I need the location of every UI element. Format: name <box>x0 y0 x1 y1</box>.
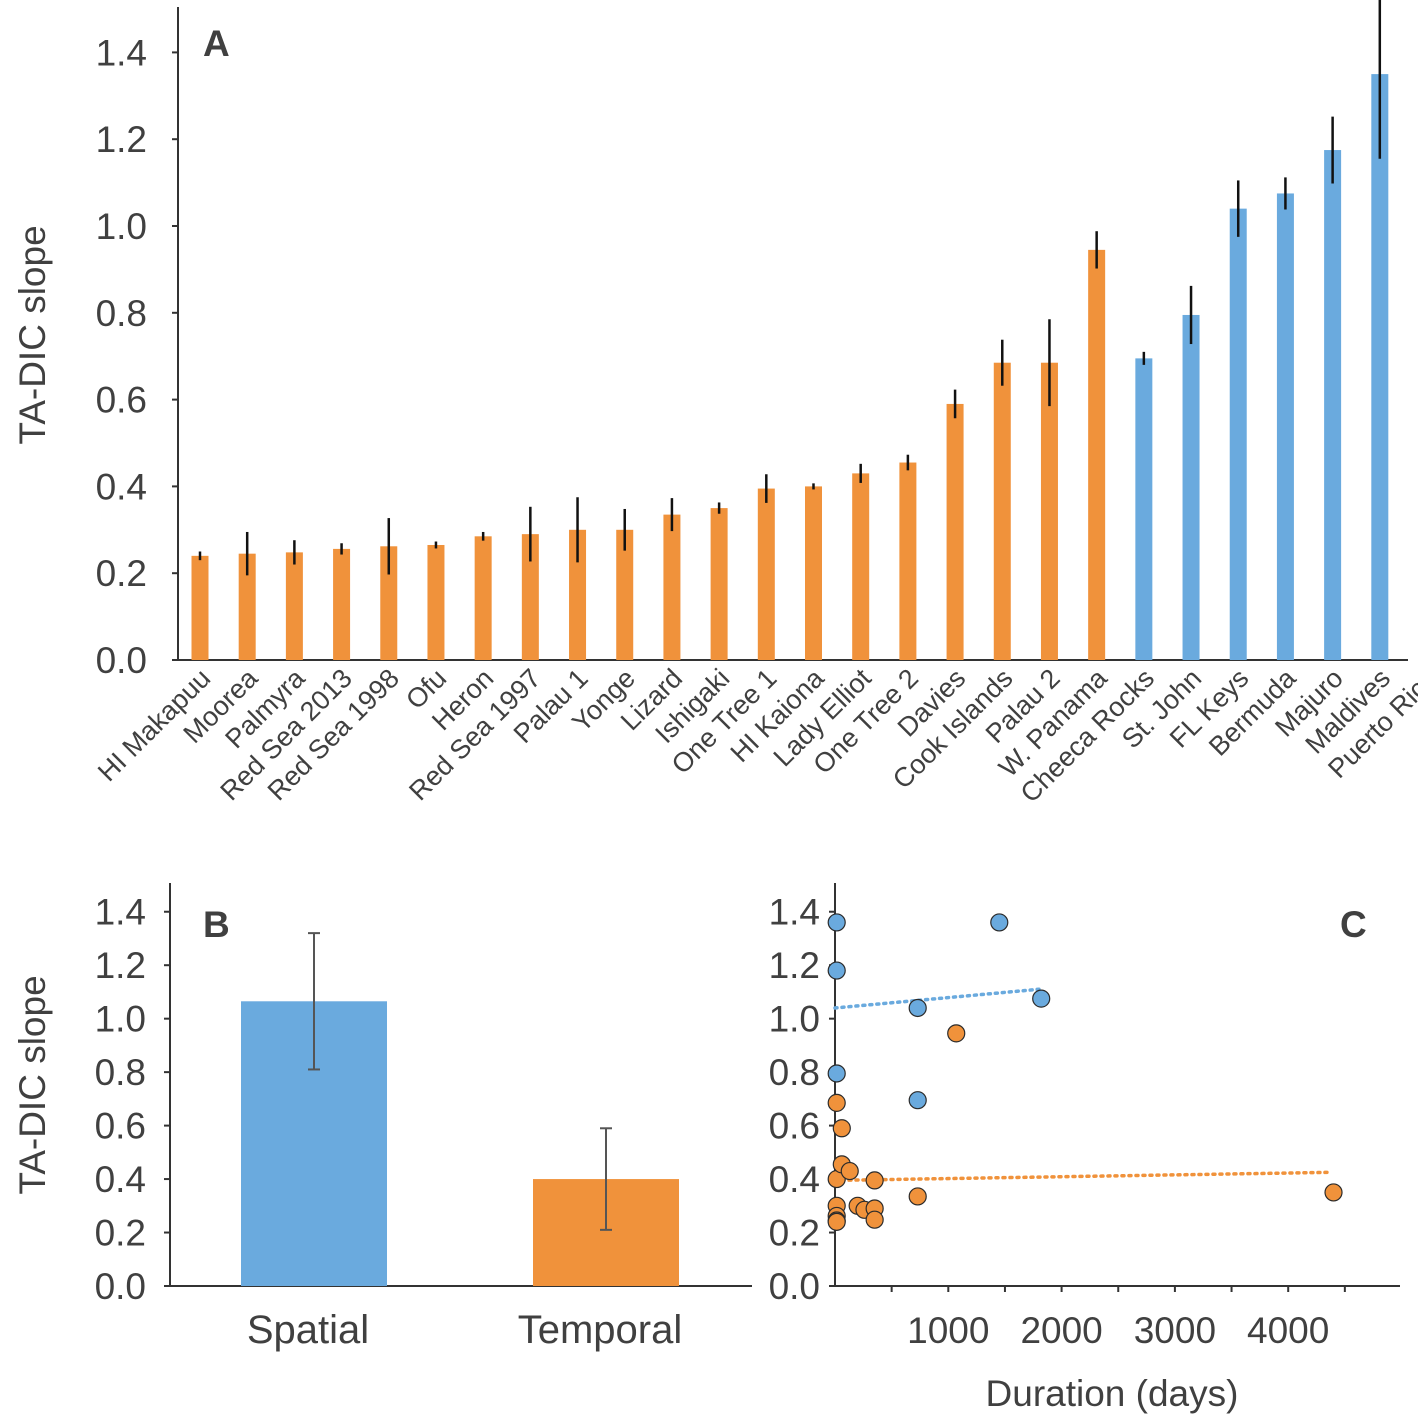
panel-a-bar <box>569 529 587 660</box>
panel-c-point <box>908 998 927 1018</box>
panel-c-point <box>827 1064 846 1083</box>
panel-c-point <box>1324 1183 1343 1202</box>
panel-a-bar <box>191 555 209 660</box>
panel-c-point <box>865 1210 884 1229</box>
panel-c-point <box>827 961 846 980</box>
panel-c-x-tick-label: 1000 <box>907 1310 989 1351</box>
panel-c-x-tick-label: 2000 <box>1020 1310 1102 1351</box>
panel-a-y-tick-label: 1.2 <box>96 119 147 160</box>
panel-a-bar <box>333 548 351 660</box>
panel-b-label: B <box>203 904 230 945</box>
panel-c-y-tick-label: 0.6 <box>769 1106 820 1147</box>
panel-b-y-tick-label: 1.0 <box>95 999 146 1040</box>
panel-a: A TA-DIC slope 0.00.20.40.60.81.01.21.4H… <box>12 0 1418 808</box>
panel-a-bar <box>616 529 634 660</box>
panel-c-point <box>908 1091 927 1110</box>
panel-a-bar <box>1040 362 1058 660</box>
panel-c-point <box>908 1187 927 1206</box>
panel-c-y-tick-label: 0.2 <box>769 1213 820 1254</box>
panel-a-bar <box>1324 150 1342 661</box>
panel-c: C Duration (days) 0.0 0.2 0.4 0.6 0.8 1.0 1.2 1… <box>769 883 1400 1414</box>
panel-a-y-tick-label: 0.6 <box>96 380 147 421</box>
panel-b-y-tick-label: 0.8 <box>95 1052 146 1093</box>
panel-a-bar <box>805 486 822 660</box>
panel-c-y-tick-label: 1.2 <box>769 945 820 986</box>
panel-b-y-tick-label: 1.2 <box>95 945 146 986</box>
panel-a-bar <box>757 488 775 660</box>
panel-b-category-label: Temporal <box>518 1308 683 1352</box>
panel-a-bar <box>285 552 303 660</box>
panel-a-bar <box>1229 208 1247 660</box>
panel-a-bar <box>380 546 398 660</box>
panel-c-trendline <box>833 987 1041 1010</box>
panel-a-bar <box>1182 314 1200 660</box>
panel-c-point <box>827 1212 846 1231</box>
panel-c-y-tick-label: 0.8 <box>769 1052 820 1093</box>
panel-c-label: C <box>1340 904 1367 945</box>
panel-c-point <box>827 1093 846 1112</box>
panel-c-point <box>947 1024 966 1043</box>
panel-b: B TA-DIC slope 0.0 0.2 0.4 0.6 0.8 1.0 1.2 1.4 S… <box>12 883 752 1352</box>
panel-b-y-tick-label: 0.2 <box>95 1213 146 1254</box>
panel-b-y-tick-label: 0.0 <box>95 1266 146 1307</box>
panel-c-x-tick-label: 4000 <box>1247 1310 1329 1351</box>
panel-a-bar <box>521 534 539 660</box>
panel-a-bar <box>238 553 256 660</box>
panel-a-bar <box>1135 358 1153 660</box>
panel-a-bar <box>993 362 1011 660</box>
panel-c-point <box>1032 989 1051 1008</box>
panel-b-y-tick-label: 0.4 <box>95 1159 146 1200</box>
panel-a-bar <box>946 403 964 660</box>
panel-c-y-tick-label: 0.4 <box>769 1159 820 1200</box>
panel-a-bar <box>663 514 681 660</box>
panel-c-y-tick-label: 0.0 <box>769 1266 820 1307</box>
panel-a-bar <box>899 462 917 660</box>
panel-c-point <box>827 913 846 932</box>
panel-a-bar <box>427 544 445 660</box>
panel-c-trendline <box>833 1170 1330 1183</box>
panel-b-y-tick-label: 1.4 <box>95 892 146 933</box>
panel-b-category-label: Spatial <box>247 1308 369 1352</box>
panel-c-y-tick-label: 1.4 <box>769 892 820 933</box>
panel-c-point <box>990 913 1009 932</box>
panel-a-y-axis-title: TA-DIC slope <box>12 225 53 444</box>
panel-b-y-axis-title: TA-DIC slope <box>12 975 53 1194</box>
panel-c-point <box>865 1171 884 1190</box>
panel-a-y-tick-label: 1.4 <box>96 32 147 73</box>
panel-c-x-tick-label: 3000 <box>1134 1310 1216 1351</box>
panel-c-point <box>832 1119 851 1138</box>
panel-a-label: A <box>203 23 230 64</box>
panel-c-x-axis-title: Duration (days) <box>986 1373 1239 1414</box>
panel-a-bar <box>1371 74 1389 661</box>
panel-a-bar <box>1276 193 1294 660</box>
panel-a-bar <box>1088 249 1106 660</box>
panel-a-y-tick-label: 0.4 <box>96 466 147 507</box>
panel-b-y-tick-label: 0.6 <box>95 1106 146 1147</box>
panel-a-bar <box>852 473 870 660</box>
panel-a-y-tick-label: 1.0 <box>96 206 147 247</box>
panel-a-y-tick-label: 0.2 <box>96 553 147 594</box>
panel-a-bar <box>474 536 492 660</box>
panel-a-y-tick-label: 0.8 <box>96 293 147 334</box>
panel-c-point <box>840 1161 859 1181</box>
panel-c-y-tick-label: 1.0 <box>769 999 820 1040</box>
panel-a-bar <box>710 508 728 660</box>
panel-a-y-tick-label: 0.0 <box>96 640 147 681</box>
